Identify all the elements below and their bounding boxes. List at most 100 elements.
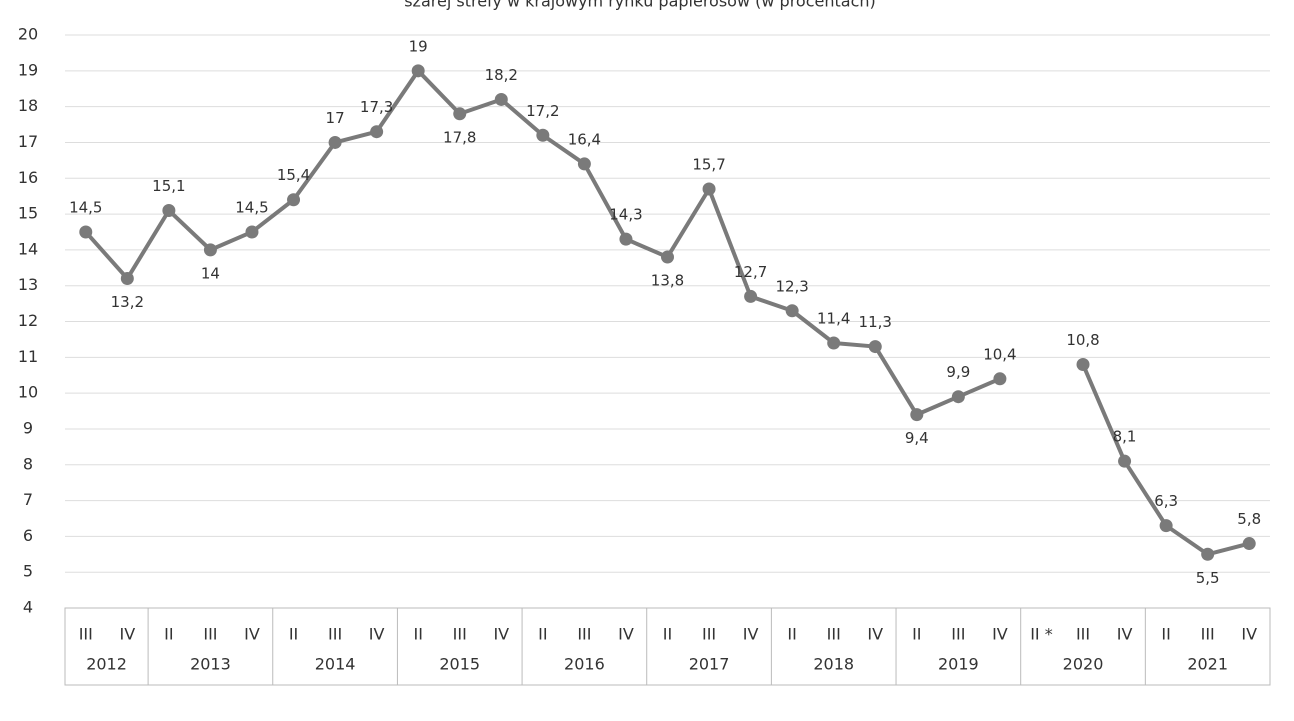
marker [411, 64, 425, 78]
data-label: 14,5 [235, 198, 268, 216]
marker [287, 193, 301, 207]
data-label: 17,3 [360, 98, 393, 116]
x-tick-label: II [289, 625, 298, 644]
y-tick-label: 9 [23, 418, 33, 437]
x-tick-label: IV [1241, 625, 1257, 644]
data-label: 8,1 [1113, 428, 1137, 446]
y-tick-label: 5 [23, 562, 33, 581]
chart-title: szarej strefy w krajowym rynku papierosó… [404, 0, 876, 11]
data-label: 15,1 [152, 177, 185, 195]
x-tick-label: II [164, 625, 173, 644]
data-label: 14 [201, 264, 220, 282]
x-tick-label: III [1201, 625, 1215, 644]
marker [661, 250, 674, 264]
marker [1201, 547, 1215, 561]
x-tick-label: III [453, 625, 467, 644]
x-tick-label: IV [493, 625, 509, 644]
marker [1076, 357, 1090, 371]
x-tick-label: IV [618, 625, 634, 644]
y-tick-label: 11 [18, 347, 38, 366]
x-tick-label: IV [867, 625, 883, 644]
marker [453, 107, 467, 121]
marker [744, 289, 758, 303]
marker [494, 92, 508, 106]
year-label: 2016 [564, 655, 605, 674]
marker [702, 182, 716, 196]
y-tick-label: 4 [23, 598, 33, 617]
marker [328, 135, 342, 149]
marker [1242, 537, 1256, 551]
y-tick-label: 12 [18, 311, 38, 330]
y-tick-label: 17 [18, 132, 38, 151]
y-tick-label: 16 [18, 168, 38, 187]
year-label: 2018 [813, 655, 854, 674]
x-tick-label: III [203, 625, 217, 644]
data-label: 9,4 [905, 429, 929, 447]
data-label: 14,3 [609, 206, 642, 224]
year-label: 2012 [86, 655, 127, 674]
x-tick-label: IV [743, 625, 759, 644]
data-label: 17,2 [526, 102, 559, 120]
marker [868, 340, 882, 354]
year-label: 2017 [689, 655, 730, 674]
data-label: 5,5 [1196, 569, 1220, 587]
marker [79, 225, 93, 239]
data-label: 10,4 [983, 345, 1016, 363]
x-tick-label: II [912, 625, 921, 644]
year-label: 2021 [1187, 655, 1228, 674]
marker [162, 203, 176, 217]
marker [245, 225, 259, 239]
marker [827, 336, 841, 350]
y-tick-label: 13 [18, 275, 38, 294]
x-tick-label: IV [992, 625, 1008, 644]
x-tick-label: III [1076, 625, 1090, 644]
x-tick-label: III [951, 625, 965, 644]
y-tick-label: 19 [18, 60, 38, 79]
year-label: 2020 [1063, 655, 1104, 674]
data-label: 17 [326, 109, 345, 127]
data-label: 15,7 [692, 155, 725, 173]
year-label: 2019 [938, 655, 979, 674]
data-label: 18,2 [485, 66, 518, 84]
x-tick-label: III [827, 625, 841, 644]
data-label: 10,8 [1066, 331, 1099, 349]
marker [536, 128, 550, 142]
data-label: 17,8 [443, 128, 476, 146]
marker [910, 408, 924, 422]
x-tick-label: II * [1030, 625, 1053, 644]
x-tick-label: III [328, 625, 342, 644]
marker [1118, 454, 1132, 468]
marker [577, 157, 591, 171]
marker [370, 125, 384, 139]
x-tick-label: II [538, 625, 547, 644]
marker [1159, 519, 1173, 533]
x-tick-label: IV [1117, 625, 1133, 644]
data-label: 6,3 [1154, 492, 1178, 510]
data-label: 12,3 [775, 277, 808, 295]
x-tick-label: IV [369, 625, 385, 644]
x-tick-label: IV [244, 625, 260, 644]
line [84, 68, 1250, 557]
x-tick-label: II [787, 625, 796, 644]
data-label: 11,4 [817, 309, 850, 327]
year-label: 2015 [439, 655, 480, 674]
x-tick-label: III [702, 625, 716, 644]
data-label: 19 [409, 37, 428, 55]
x-tick-label: III [79, 625, 93, 644]
y-tick-label: 7 [23, 490, 33, 509]
category-frame [64, 607, 1271, 686]
data-label: 5,8 [1237, 510, 1261, 528]
x-tick-label: III [577, 625, 591, 644]
y-tick-label: 15 [18, 204, 38, 223]
y-tick-label: 8 [23, 454, 33, 473]
data-label: 12,7 [734, 263, 767, 281]
y-tick-label: 6 [23, 526, 33, 545]
data-label: 11,3 [859, 313, 892, 331]
marker [120, 272, 134, 286]
data-label: 15,4 [277, 166, 310, 184]
marker [951, 390, 965, 404]
y-tick-label: 10 [18, 383, 38, 402]
marker [993, 372, 1007, 386]
data-label: 14,5 [69, 198, 102, 216]
x-tick-label: IV [119, 625, 135, 644]
